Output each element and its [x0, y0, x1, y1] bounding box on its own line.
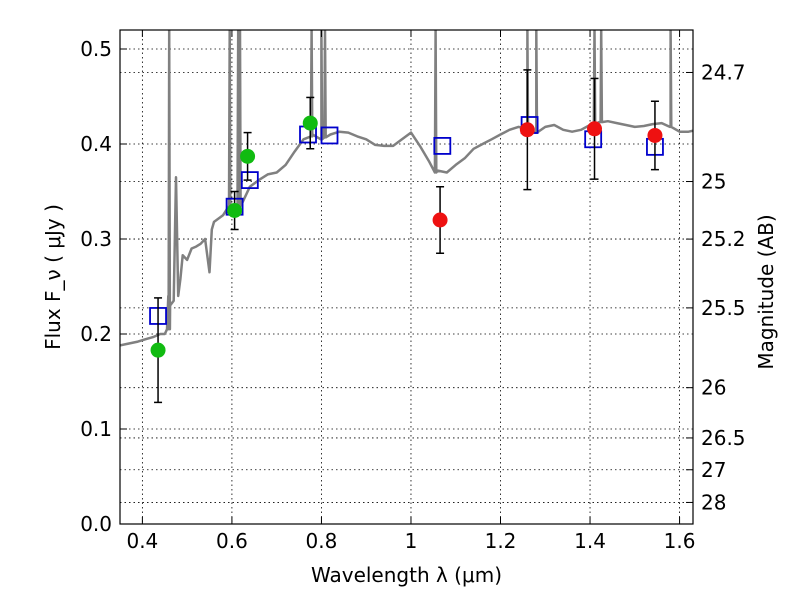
red-circle-point: [587, 121, 603, 137]
model-sed-line: [120, 30, 693, 347]
x-tick-label: 0.4: [126, 529, 158, 553]
y-tick-label: 0.5: [80, 37, 112, 61]
y-tick-label: 0.1: [80, 417, 112, 441]
mag-tick-label: 25: [701, 170, 726, 194]
model-sed-group: [120, 30, 693, 347]
x-tick-label: 1.6: [664, 529, 696, 553]
mag-tick-label: 27: [701, 458, 726, 482]
mag-tick-label: 25.2: [701, 227, 746, 251]
red-circle-point: [647, 127, 663, 143]
mag-tick-label: 25.5: [701, 296, 746, 320]
blue-square-point: [433, 136, 452, 155]
red-circle-point: [519, 122, 535, 138]
mag-tick-label: 24.7: [701, 60, 746, 84]
blue-square-point: [320, 126, 339, 145]
ticks-group: 0.4 0.6 0.8 1 1.2 1.4 1.6 0.0 0.1 0.2 0.3 0.4 0.5 24.…: [80, 30, 746, 553]
y-tick-label: 0.3: [80, 227, 112, 251]
markers-group: [149, 69, 664, 404]
plot-frame: [119, 29, 694, 525]
green-circle-point: [302, 115, 318, 131]
mag-tick-label: 26: [701, 376, 726, 400]
right-axis-title: Magnitude (AB): [754, 214, 778, 369]
x-tick-label: 0.6: [216, 529, 248, 553]
red-circle-point: [432, 212, 448, 228]
y-tick-label: 0.2: [80, 322, 112, 346]
green-circle-point: [240, 148, 256, 164]
y-axis-title: Flux F_ν ( μJy ): [41, 204, 65, 350]
x-tick-label: 1.2: [485, 529, 517, 553]
x-tick-label: 1: [405, 529, 418, 553]
mag-tick-label: 28: [701, 490, 726, 514]
y-tick-label: 0.0: [80, 512, 112, 536]
green-circle-point: [150, 342, 166, 358]
green-circle-point: [227, 203, 243, 218]
blue-square-point: [240, 171, 259, 190]
x-tick-label: 0.8: [306, 529, 338, 553]
y-tick-label: 0.4: [80, 132, 112, 156]
x-axis-title: Wavelength λ (μm): [311, 563, 502, 587]
mag-tick-label: 26.5: [701, 426, 746, 450]
x-tick-label: 1.4: [574, 529, 606, 553]
